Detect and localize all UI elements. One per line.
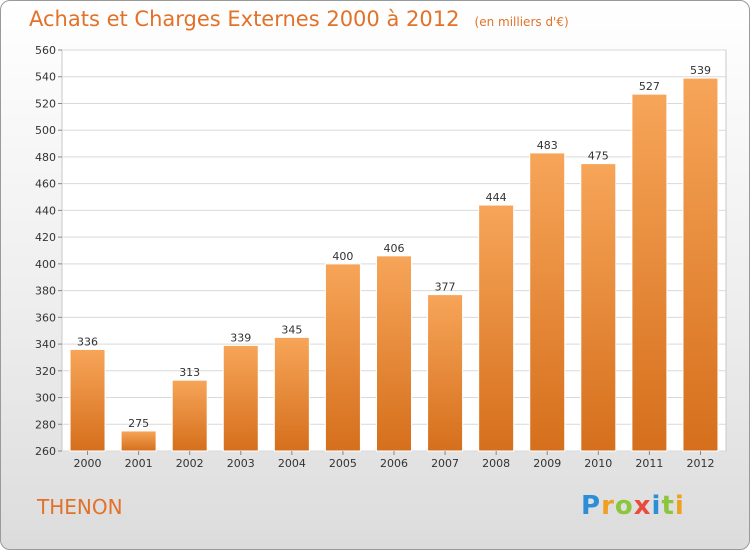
- bar-value-label: 339: [230, 331, 251, 344]
- x-tick-label: 2012: [686, 457, 714, 470]
- proxiti-logo[interactable]: Proxiti: [581, 491, 685, 521]
- y-tick-label: 280: [35, 418, 56, 431]
- bar-2007: [427, 294, 464, 452]
- bar-2004: [273, 336, 310, 452]
- bar-2011: [631, 93, 668, 452]
- y-tick-label: 540: [35, 71, 56, 84]
- chart-unit: (en milliers d'€): [474, 15, 569, 29]
- y-tick-label: 300: [35, 392, 56, 405]
- bar-value-label: 345: [281, 323, 302, 336]
- y-tick-label: 400: [35, 258, 56, 271]
- commune-name: THENON: [37, 495, 123, 519]
- bar-2006: [376, 255, 412, 452]
- bar-2000: [69, 348, 106, 452]
- y-tick-label: 500: [35, 124, 56, 137]
- bar-value-label: 377: [435, 281, 456, 294]
- x-tick-label: 2002: [176, 457, 204, 470]
- bar-2009: [529, 152, 566, 452]
- y-tick-label: 420: [35, 231, 56, 244]
- x-tick-label: 2006: [380, 457, 408, 470]
- y-tick-label: 480: [35, 151, 56, 164]
- x-tick-label: 2009: [533, 457, 561, 470]
- x-axis-ticks: 2000 2001 2002 2003 2004 2005 2006 2007 2008 2009…: [74, 451, 714, 470]
- y-tick-label: 380: [35, 285, 56, 298]
- bar-2008: [478, 204, 515, 452]
- bar-2002: [171, 379, 208, 452]
- x-tick-label: 2010: [584, 457, 612, 470]
- x-tick-label: 2005: [329, 457, 357, 470]
- bar-2010: [580, 163, 617, 452]
- bar-value-label: 475: [588, 150, 609, 163]
- bar-value-label: 539: [690, 64, 711, 77]
- bar-value-label: 275: [128, 417, 149, 430]
- bar-value-label: 444: [486, 191, 507, 204]
- bar-value-label: 527: [639, 80, 660, 93]
- y-tick-label: 460: [35, 178, 56, 191]
- x-tick-label: 2003: [227, 457, 255, 470]
- bars: 336 275 313 339 345 400 406 377 444 483 475 527 539: [69, 64, 719, 452]
- y-tick-label: 440: [35, 204, 56, 217]
- bar-2001: [120, 430, 157, 452]
- bar-value-label: 313: [179, 366, 200, 379]
- y-tick-label: 260: [35, 445, 56, 458]
- x-tick-label: 2000: [74, 457, 102, 470]
- bar-2005: [324, 263, 361, 452]
- bar-value-label: 336: [77, 335, 98, 348]
- y-tick-label: 320: [35, 365, 56, 378]
- y-axis-ticks: 260 280 300 320 340 360 380 400 420 440 460 480 500 5…: [35, 44, 62, 458]
- bar-2003: [222, 344, 259, 452]
- y-tick-label: 340: [35, 338, 56, 351]
- x-tick-label: 2011: [635, 457, 663, 470]
- x-tick-label: 2004: [278, 457, 306, 470]
- title-row: Achats et Charges Externes 2000 à 2012 (…: [29, 7, 569, 31]
- x-tick-label: 2008: [482, 457, 510, 470]
- y-tick-label: 520: [35, 97, 56, 110]
- bar-value-label: 400: [332, 250, 353, 263]
- bar-2012: [682, 77, 719, 452]
- x-tick-label: 2001: [125, 457, 153, 470]
- chart-title: Achats et Charges Externes 2000 à 2012: [29, 7, 460, 31]
- bar-value-label: 406: [384, 242, 405, 255]
- x-tick-label: 2007: [431, 457, 459, 470]
- y-tick-label: 560: [35, 44, 56, 57]
- y-tick-label: 360: [35, 311, 56, 324]
- bar-value-label: 483: [537, 139, 558, 152]
